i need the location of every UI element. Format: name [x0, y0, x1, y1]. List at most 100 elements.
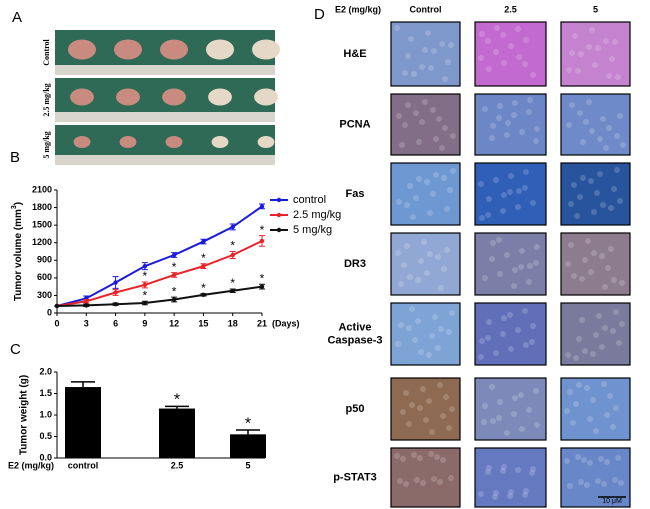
cell-texture	[530, 466, 536, 472]
cell-texture	[600, 202, 606, 208]
cell-texture	[601, 381, 607, 387]
cell-texture	[530, 72, 536, 78]
cell-texture	[607, 393, 613, 399]
cell-texture	[500, 468, 506, 474]
cell-texture	[523, 37, 529, 43]
point	[113, 302, 118, 307]
cell-texture	[444, 247, 450, 253]
cell-texture	[507, 493, 513, 499]
cell-texture	[522, 185, 528, 191]
cell-texture	[443, 394, 449, 400]
cell-texture	[412, 337, 418, 343]
cell-texture	[401, 262, 407, 268]
cell-texture	[482, 403, 488, 409]
cell-texture	[438, 285, 444, 291]
micrograph	[390, 162, 461, 226]
cell-texture	[620, 142, 626, 148]
cell-texture	[493, 490, 499, 496]
cell-texture	[398, 322, 404, 328]
y-label-part: )	[13, 202, 24, 205]
cell-texture	[435, 254, 441, 260]
cell-texture	[482, 275, 488, 281]
error-bar	[165, 405, 189, 409]
cell-texture	[575, 68, 581, 74]
cell-texture	[518, 392, 524, 398]
cell-texture	[485, 38, 491, 44]
cell-texture	[485, 212, 491, 218]
cell-texture	[508, 346, 514, 352]
cell-texture	[493, 177, 499, 183]
legend-label: control	[293, 194, 326, 206]
cell-texture	[523, 488, 529, 494]
row-label: H&E	[343, 48, 366, 60]
cell-texture	[576, 382, 582, 388]
cell-texture	[590, 351, 596, 357]
significance: *	[230, 239, 235, 253]
point	[171, 272, 177, 278]
cell-texture	[437, 479, 443, 485]
cell-texture	[441, 266, 447, 272]
cell-texture	[575, 454, 581, 460]
cell-texture	[398, 281, 404, 287]
point	[54, 303, 60, 309]
cell-texture	[580, 139, 586, 145]
bar	[230, 434, 266, 458]
cell-texture	[587, 416, 593, 422]
micrograph	[560, 21, 631, 87]
cell-texture	[436, 116, 442, 122]
cell-texture	[530, 323, 536, 329]
legend-label: 2.5 mg/kg	[293, 209, 341, 221]
legend-label: 5 mg/kg	[293, 224, 332, 236]
cell-texture	[404, 202, 410, 208]
line	[56, 285, 263, 307]
cell-texture	[429, 333, 435, 339]
cell-texture	[411, 71, 417, 77]
tumor	[254, 88, 278, 106]
micrograph	[390, 93, 461, 156]
significance: *	[143, 269, 148, 283]
column-label: 5	[593, 4, 598, 14]
cell-texture	[529, 339, 535, 345]
cell-texture	[405, 102, 411, 108]
micrograph	[560, 162, 631, 226]
cell-texture	[427, 210, 433, 216]
significance: *	[172, 284, 177, 298]
cell-texture	[579, 317, 585, 323]
x-tick-label: 0	[54, 318, 59, 328]
cell-texture	[519, 426, 525, 432]
y-label: Tumor volume (mm3)	[11, 202, 24, 301]
point	[171, 297, 177, 302]
cell-texture	[478, 55, 484, 61]
cell-texture	[501, 60, 507, 66]
cell-texture	[534, 244, 540, 250]
micrograph	[560, 377, 631, 441]
legend-marker	[276, 212, 282, 218]
cell-texture	[415, 318, 421, 324]
tumor	[252, 39, 280, 60]
cell-texture	[479, 338, 485, 344]
cell-texture	[478, 181, 484, 187]
cell-texture	[581, 457, 587, 463]
cell-texture	[442, 76, 448, 82]
cell-texture	[447, 187, 453, 193]
micrograph	[560, 302, 631, 366]
cell-texture	[446, 425, 452, 431]
cell-texture	[605, 265, 611, 271]
cell-texture	[573, 401, 579, 407]
cell-texture	[402, 70, 408, 76]
cell-texture	[508, 173, 514, 179]
micrograph	[474, 93, 547, 156]
y-tick-label: 600	[37, 272, 52, 282]
cell-texture	[599, 253, 605, 259]
cell-texture	[583, 119, 589, 125]
tumor	[68, 39, 96, 60]
cell-texture	[610, 328, 616, 334]
cell-texture	[410, 214, 416, 220]
cell-texture	[593, 332, 599, 338]
cell-texture	[439, 41, 445, 47]
row-label: p50	[346, 403, 365, 415]
cell-texture	[394, 25, 400, 31]
cell-texture	[577, 110, 583, 116]
cell-texture	[485, 335, 491, 341]
cell-texture	[515, 467, 521, 473]
